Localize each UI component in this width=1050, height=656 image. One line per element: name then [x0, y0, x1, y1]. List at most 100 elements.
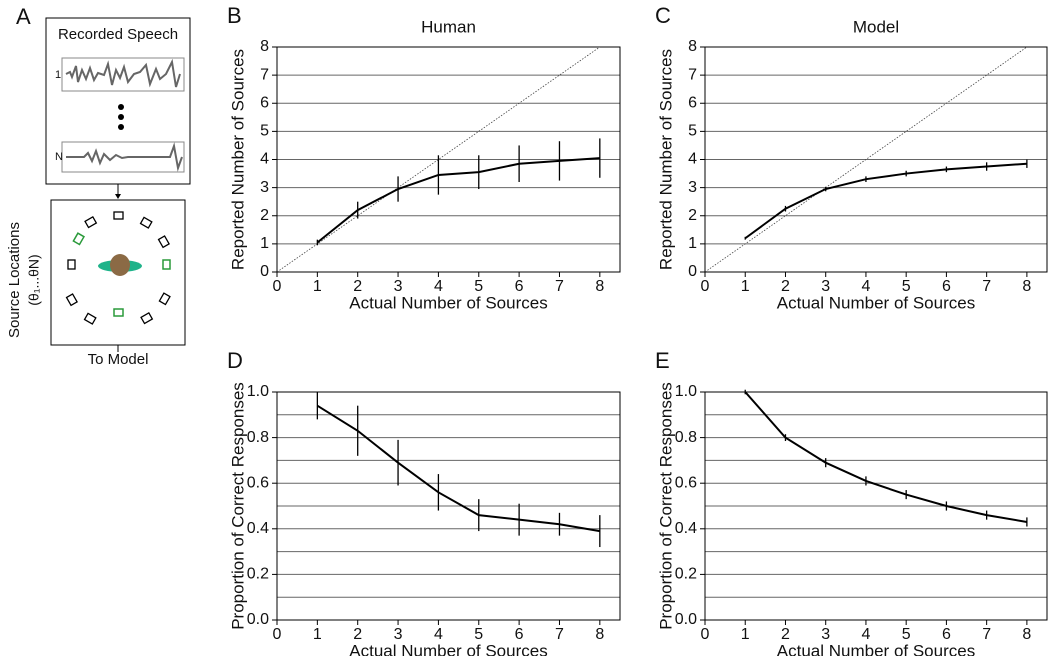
x-axis-label: Actual Number of Sources — [349, 293, 547, 312]
chart-title: Model — [853, 17, 899, 36]
data-line — [316, 404, 600, 533]
y-tick-label: 0 — [260, 263, 269, 280]
x-tick-label: 5 — [902, 626, 911, 643]
x-tick-label: 4 — [861, 278, 870, 295]
identity-line — [277, 47, 601, 272]
chart: 0.0 0.2 0.4 0.6 0.8 1.0 0 1 2 3 4 5 6 7 8 Actual Number… — [655, 348, 1048, 656]
panel-letter: D — [227, 348, 243, 373]
data-line — [744, 162, 1027, 240]
y-tick-label: 0.4 — [247, 520, 269, 537]
y-tick-label: 0.0 — [247, 611, 269, 628]
waveform-box — [61, 57, 185, 92]
y-axis-label: Reported Number of Sources — [656, 49, 675, 270]
diagram-title: Recorded Speech — [58, 26, 178, 43]
y-tick-label: 3 — [260, 179, 269, 196]
panel-letter: E — [655, 348, 670, 373]
y-tick-label: 3 — [688, 179, 697, 196]
x-tick-label: 5 — [474, 626, 483, 643]
y-tick-label: 2 — [688, 207, 697, 224]
x-axis-label: Actual Number of Sources — [777, 641, 975, 656]
diagram: A Recorded Speech 1 N Source Locations (… — [6, 4, 191, 368]
chart: 0 1 2 3 4 5 6 7 8 0 1 2 3 4 5 6 7 8 Human Actual Number of … — [227, 3, 621, 312]
x-axis-label: Actual Number of Sources — [349, 641, 547, 656]
y-tick-label: 5 — [260, 123, 269, 140]
x-tick-label: 3 — [821, 626, 830, 643]
x-tick-label: 0 — [701, 278, 710, 295]
x-tick-label: 6 — [942, 626, 951, 643]
y-tick-label: 5 — [688, 123, 697, 140]
x-tick-label: 8 — [1022, 278, 1031, 295]
x-tick-label: 0 — [273, 626, 282, 643]
y-tick-label: 0.4 — [675, 520, 697, 537]
chart: 0 1 2 3 4 5 6 7 8 0 1 2 3 4 5 6 7 8 Model Actual Number of … — [655, 3, 1048, 312]
x-tick-label: 2 — [353, 278, 362, 295]
waveform — [66, 142, 183, 172]
y-tick-label: 8 — [260, 38, 269, 55]
x-tick-label: 1 — [741, 278, 750, 295]
x-tick-label: 5 — [474, 278, 483, 295]
side-sublabel: (θ₁...θN) — [26, 254, 42, 305]
chart: 0.0 0.2 0.4 0.6 0.8 1.0 0 1 2 3 4 5 6 7 8 Actual Number… — [227, 348, 621, 656]
dot — [118, 104, 124, 110]
y-tick-label: 0.2 — [247, 566, 269, 583]
x-tick-label: 7 — [555, 278, 564, 295]
y-tick-label: 0.6 — [675, 474, 697, 491]
y-tick-label: 7 — [260, 66, 269, 83]
x-tick-label: 8 — [595, 278, 604, 295]
x-tick-label: 2 — [781, 626, 790, 643]
x-tick-label: 0 — [273, 278, 282, 295]
data-line — [744, 392, 1028, 523]
y-axis-label: Reported Number of Sources — [228, 49, 247, 270]
x-tick-label: 7 — [555, 626, 564, 643]
waveform-box — [61, 141, 185, 173]
y-tick-label: 6 — [688, 94, 697, 111]
x-axis-label: Actual Number of Sources — [777, 293, 975, 312]
waveform-label: N — [55, 151, 63, 163]
y-tick-label: 0 — [688, 263, 697, 280]
head — [110, 254, 130, 276]
y-tick-label: 7 — [688, 66, 697, 83]
x-tick-label: 6 — [942, 278, 951, 295]
x-tick-label: 6 — [515, 278, 524, 295]
y-tick-label: 4 — [688, 151, 697, 168]
x-tick-label: 1 — [313, 626, 322, 643]
panel-letter: C — [655, 3, 671, 28]
x-tick-label: 0 — [701, 626, 710, 643]
y-tick-label: 8 — [688, 38, 697, 55]
x-tick-label: 8 — [1022, 626, 1031, 643]
dot — [118, 114, 124, 120]
x-tick-label: 5 — [902, 278, 911, 295]
speakers — [65, 211, 171, 325]
plot-frame — [704, 391, 1048, 621]
x-tick-label: 2 — [353, 626, 362, 643]
identity-line — [705, 47, 1028, 272]
x-tick-label: 7 — [982, 278, 991, 295]
x-tick-label: 8 — [595, 626, 604, 643]
x-tick-label: 2 — [781, 278, 790, 295]
y-tick-label: 4 — [260, 151, 269, 168]
x-tick-label: 3 — [394, 278, 403, 295]
waveform — [65, 58, 181, 88]
panel-letter: A — [16, 4, 31, 29]
y-axis-label: Proportion of Correct Responses — [656, 382, 675, 630]
x-tick-label: 7 — [982, 626, 991, 643]
y-tick-label: 0.8 — [247, 429, 269, 446]
y-tick-label: 6 — [260, 94, 269, 111]
y-tick-label: 0.8 — [675, 429, 697, 446]
y-tick-label: 0.6 — [247, 474, 269, 491]
y-axis-label: Proportion of Correct Responses — [228, 382, 247, 630]
chart-title: Human — [421, 17, 476, 36]
y-tick-label: 1.0 — [675, 383, 697, 400]
arrow-head — [115, 194, 121, 199]
output-label: To Model — [88, 351, 149, 368]
y-tick-label: 1 — [688, 235, 697, 252]
x-tick-label: 4 — [434, 626, 443, 643]
y-tick-label: 2 — [260, 207, 269, 224]
x-tick-label: 6 — [515, 626, 524, 643]
x-tick-label: 4 — [434, 278, 443, 295]
x-tick-label: 3 — [821, 278, 830, 295]
plot-frame — [276, 46, 621, 273]
x-tick-label: 1 — [741, 626, 750, 643]
x-tick-label: 3 — [394, 626, 403, 643]
